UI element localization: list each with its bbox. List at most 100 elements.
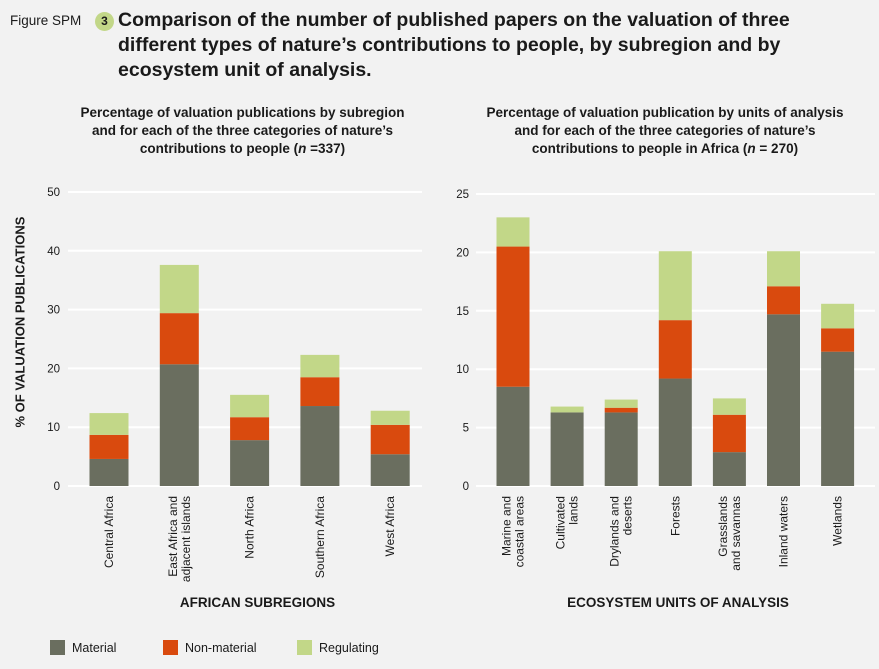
- bar-segment-material: [89, 458, 129, 486]
- bar-segment-non-material: [604, 407, 638, 413]
- bar-segment-regulating: [230, 394, 270, 418]
- y-tick-label: 0: [463, 481, 469, 493]
- bar-segment-non-material: [89, 434, 129, 459]
- x-tick-label: Wetlands: [831, 496, 845, 546]
- bar-segment-material: [550, 412, 584, 486]
- bar-segment-regulating: [767, 251, 800, 287]
- bar-segment-non-material: [767, 286, 800, 315]
- y-tick-label: 10: [456, 364, 469, 376]
- x-tick-label: Cultivated lands: [554, 496, 581, 549]
- x-tick-label-line: adjacent islands: [179, 496, 193, 582]
- legend-label-non-material: Non-material: [185, 640, 257, 655]
- bar-segment-material: [604, 412, 638, 486]
- x-tick-label: North Africa: [243, 496, 257, 559]
- left-title-post: =337): [306, 141, 346, 156]
- bar-segment-material: [712, 452, 746, 486]
- figure-label: Figure SPM: [10, 13, 82, 28]
- x-tick-label-line: Grasslands: [716, 496, 730, 557]
- x-tick-label: Southern Africa: [313, 496, 327, 578]
- bar-segment-material: [658, 378, 692, 486]
- legend-item-material: Material: [50, 640, 116, 655]
- right-title-line-3: contributions to people in Africa (n = 2…: [455, 140, 875, 158]
- legend-swatch-regulating: [297, 640, 312, 655]
- y-tick-label: 20: [47, 363, 60, 375]
- x-tick-label-line: East Africa and: [166, 496, 180, 577]
- y-tick-label: 15: [456, 306, 469, 318]
- legend-label-regulating: Regulating: [319, 640, 379, 655]
- bar-segment-non-material: [658, 320, 692, 379]
- x-tick-label-line: Forests: [668, 496, 682, 536]
- left-title-pre: contributions to people (: [139, 141, 299, 156]
- y-tick-label: 0: [54, 481, 60, 493]
- bar-segment-material: [159, 364, 199, 486]
- left-title-line-3: contributions to people (n =337): [50, 140, 435, 158]
- legend-label-material: Material: [72, 640, 117, 655]
- x-tick-label: Marine and coastal areas: [500, 496, 527, 567]
- bar-segment-non-material: [712, 414, 746, 453]
- legend-item-regulating: Regulating: [297, 640, 379, 655]
- bar-segment-non-material: [159, 313, 199, 365]
- bar-segment-regulating: [370, 410, 410, 425]
- y-tick-label: 30: [47, 305, 60, 317]
- bar-segment-regulating: [550, 406, 584, 413]
- x-tick-label-line: Cultivated: [554, 496, 568, 549]
- right-chart-svg: 0 5 10 15 20 25 Marine and coastal areas Cultiva…: [456, 189, 875, 571]
- x-tick-label: Forests: [668, 496, 682, 536]
- bar-segment-regulating: [658, 251, 692, 321]
- x-tick-label: East Africa and adjacent islands: [166, 496, 193, 582]
- x-tick-label-line: Southern Africa: [313, 496, 327, 578]
- right-title-n: n: [747, 141, 756, 156]
- bar-segment-non-material: [821, 328, 855, 352]
- x-tick-label-line: and savannas: [729, 496, 743, 571]
- right-title-post: = 270): [755, 141, 799, 156]
- bar-segment-regulating: [496, 217, 530, 247]
- bar-segment-regulating: [604, 399, 638, 408]
- left-chart-title: Percentage of valuation publications by …: [50, 104, 435, 158]
- x-tick-label-line: West Africa: [383, 496, 397, 557]
- bar-segment-material: [767, 314, 800, 486]
- right-title-line-1: Percentage of valuation publication by u…: [486, 105, 844, 120]
- y-tick-label: 10: [47, 422, 60, 434]
- bar-segment-regulating: [821, 303, 855, 329]
- y-tick-label: 50: [47, 187, 60, 199]
- y-tick-label: 5: [463, 423, 469, 435]
- x-tick-label-line: North Africa: [243, 496, 257, 559]
- right-x-axis-title: ECOSYSTEM UNITS OF ANALYSIS: [567, 595, 789, 610]
- left-title-line-2: and for each of the three categories of …: [91, 123, 394, 138]
- bar-segment-material: [370, 454, 410, 486]
- bar-segment-material: [821, 351, 855, 486]
- x-tick-label: Inland waters: [777, 496, 791, 567]
- right-title-line-2: and for each of the three categories of …: [514, 123, 816, 138]
- bar-segment-regulating: [159, 264, 199, 314]
- bar-segment-material: [230, 440, 270, 486]
- figure-title: Comparison of the number of published pa…: [118, 9, 790, 81]
- bar-segment-regulating: [712, 398, 746, 415]
- x-tick-label-line: deserts: [621, 496, 635, 535]
- x-tick-label: Central Africa: [102, 496, 116, 568]
- legend-swatch-material: [50, 640, 65, 655]
- left-x-axis-title: AFRICAN SUBREGIONS: [179, 595, 336, 610]
- bar-segment-regulating: [89, 413, 129, 435]
- x-tick-label: Grasslands and savannas: [716, 496, 743, 571]
- legend-item-non-material: Non-material: [163, 640, 257, 655]
- x-tick-label-line: coastal areas: [513, 496, 527, 567]
- x-tick-label-line: Wetlands: [831, 496, 845, 546]
- x-tick-label-line: Central Africa: [102, 496, 116, 568]
- legend-swatch-non-material: [163, 640, 178, 655]
- x-tick-label-line: Marine and: [500, 496, 514, 556]
- y-tick-label: 20: [456, 247, 469, 259]
- x-tick-label-line: Drylands and: [608, 496, 622, 567]
- y-tick-label: 40: [47, 246, 60, 258]
- left-title-line-1: Percentage of valuation publications by …: [80, 105, 405, 120]
- bar-segment-non-material: [370, 424, 410, 455]
- bar-segment-non-material: [496, 246, 530, 387]
- x-tick-label-line: lands: [567, 496, 581, 525]
- figure-number-badge: 3: [95, 12, 114, 31]
- bar-segment-non-material: [230, 417, 270, 441]
- x-tick-label: West Africa: [383, 496, 397, 557]
- bar-segment-material: [496, 386, 530, 486]
- right-chart-title: Percentage of valuation publication by u…: [455, 104, 875, 158]
- bar-segment-regulating: [300, 354, 340, 378]
- bar-segment-non-material: [300, 377, 340, 407]
- y-tick-label: 25: [456, 189, 469, 201]
